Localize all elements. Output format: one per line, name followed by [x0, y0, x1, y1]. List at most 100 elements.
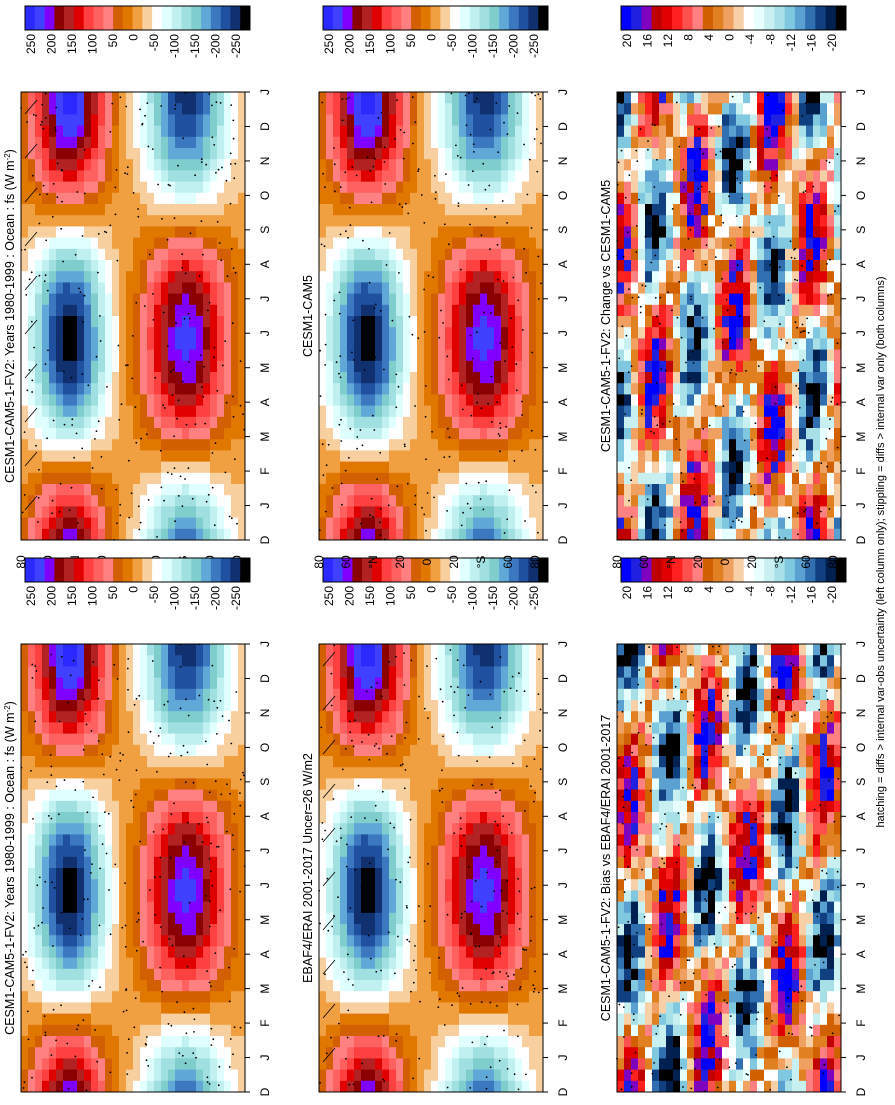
heatmap-cell — [140, 1047, 148, 1059]
heatmap-cell — [196, 372, 204, 384]
stipple-dot — [54, 129, 57, 132]
heatmap-cell — [196, 159, 204, 171]
heatmap-cell — [231, 327, 239, 339]
heatmap-cell — [133, 92, 141, 104]
heatmap-cell — [438, 1036, 446, 1048]
heatmap-cell — [70, 901, 78, 914]
heatmap-cell — [119, 416, 127, 429]
stipple-dot — [183, 841, 186, 844]
heatmap-cell — [182, 103, 190, 115]
colorbar-frame — [24, 557, 251, 583]
heatmap-cell — [133, 416, 141, 429]
stipple-dot — [208, 301, 211, 304]
heatmap-cell — [56, 282, 64, 294]
hatch-line — [24, 363, 38, 379]
heatmap-cell — [28, 655, 36, 667]
heatmap-cell — [70, 1069, 78, 1082]
heatmap-cell — [112, 1013, 120, 1026]
heatmap-cell — [238, 271, 246, 283]
heatmap-cell — [98, 484, 106, 496]
stipple-dot — [46, 289, 49, 292]
heatmap-cell — [217, 304, 225, 317]
stipple-dot — [338, 1022, 340, 1025]
heatmap-cell — [182, 327, 190, 339]
colorbar-swatch — [171, 6, 182, 30]
heatmap-cell — [189, 980, 197, 992]
heatmap-cell — [175, 722, 183, 734]
heatmap-cell — [105, 360, 113, 373]
heatmap-cell — [91, 248, 99, 261]
stipple-dot — [207, 493, 210, 496]
heatmap-cell — [70, 1080, 78, 1093]
heatmap-cell — [161, 215, 169, 227]
heatmap-cell — [126, 1002, 134, 1014]
heatmap-cell — [84, 733, 92, 746]
heatmap-cell — [326, 125, 334, 138]
heatmap-cell — [494, 767, 502, 779]
heatmap-cell — [161, 316, 169, 328]
heatmap-cell — [224, 372, 232, 384]
heatmap-cell — [35, 237, 43, 250]
heatmap-cell — [49, 439, 57, 451]
stipple-dot — [127, 658, 130, 660]
heatmap-cell — [49, 677, 57, 690]
heatmap-cell — [361, 756, 369, 768]
heatmap-cell — [529, 789, 537, 802]
heatmap-cell — [77, 1013, 85, 1026]
heatmap-cell — [42, 237, 50, 250]
heatmap-cell — [515, 912, 523, 925]
heatmap-cell — [175, 103, 183, 115]
heatmap-cell — [196, 416, 204, 429]
heatmap-cell — [382, 834, 390, 846]
stipple-dot — [82, 1019, 85, 1022]
colorbar-tick-label: 50 — [106, 34, 120, 48]
heatmap-cell — [424, 823, 432, 835]
stipple-dot — [512, 762, 514, 765]
heatmap-cell — [480, 957, 488, 970]
heatmap-cell — [196, 316, 204, 328]
heatmap-cell — [84, 1058, 92, 1070]
heatmap-cell — [333, 1024, 341, 1037]
heatmap-cell — [28, 677, 36, 690]
heatmap-cell — [119, 1013, 127, 1026]
heatmap-cell — [140, 506, 148, 518]
heatmap-cell — [522, 700, 530, 712]
heatmap-cell — [98, 260, 106, 272]
heatmap-cell — [49, 204, 57, 216]
heatmap-cell — [466, 1036, 474, 1048]
heatmap-cell — [361, 957, 369, 970]
heatmap-cell — [522, 991, 530, 1003]
heatmap-cell — [70, 428, 78, 440]
heatmap-cell — [35, 472, 43, 485]
heatmap-cell — [147, 394, 155, 406]
heatmap-cell — [119, 868, 127, 880]
heatmap-cell — [28, 688, 36, 701]
heatmap-cell — [126, 868, 134, 880]
heatmap-cell — [494, 924, 502, 936]
heatmap-cell — [224, 800, 232, 813]
heatmap-cell — [161, 506, 169, 518]
heatmap-cell — [445, 968, 453, 981]
heatmap-cell — [431, 924, 439, 936]
heatmap-cell — [56, 812, 64, 824]
heatmap-cell — [231, 778, 239, 790]
heatmap-cell — [105, 868, 113, 880]
stipple-dot — [499, 789, 501, 792]
heatmap-cell — [189, 856, 197, 869]
heatmap-cell — [210, 879, 218, 891]
heatmap-cell — [217, 484, 225, 496]
heatmap-cell — [536, 890, 544, 902]
heatmap-cell — [417, 834, 425, 846]
heatmap-cell — [175, 416, 183, 429]
heatmap-cell — [91, 711, 99, 723]
x-tick-label: N — [556, 709, 570, 718]
heatmap-cell — [487, 856, 495, 869]
heatmap-cell — [28, 461, 36, 474]
heatmap-cell — [403, 946, 411, 958]
heatmap-cell — [112, 472, 120, 485]
heatmap-cell — [35, 439, 43, 451]
heatmap-cell — [56, 688, 64, 701]
heatmap-cell — [21, 677, 29, 690]
heatmap-cell — [529, 767, 537, 779]
heatmap-cell — [224, 845, 232, 858]
